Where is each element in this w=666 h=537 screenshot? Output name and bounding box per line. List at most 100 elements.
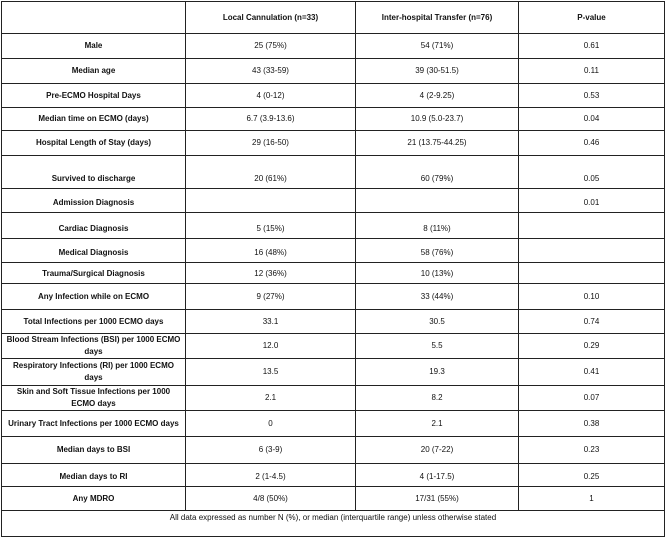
local-cannulation-value: 4 (0-12) — [185, 83, 356, 108]
local-cannulation-value: 16 (48%) — [185, 238, 356, 263]
table-row: Any Infection while on ECMO 9 (27%) 33 (44… — [1, 283, 665, 310]
table-row: Admission Diagnosis 0.01 — [1, 188, 665, 213]
local-cannulation-value: 12 (36%) — [185, 262, 356, 284]
row-label: Pre-ECMO Hospital Days — [1, 83, 186, 108]
inter-hospital-transfer-value: 60 (79%) — [355, 155, 519, 189]
local-cannulation-value: 0 — [185, 410, 356, 437]
table-row: Median time on ECMO (days) 6.7 (3.9-13.6)… — [1, 107, 665, 131]
table-row: Trauma/Surgical Diagnosis 12 (36%) 10 (13%… — [1, 262, 665, 284]
table-row: Pre-ECMO Hospital Days 4 (0-12) 4 (2-9.25)… — [1, 83, 665, 108]
row-label: Survived to discharge — [1, 155, 186, 189]
inter-hospital-transfer-value: 5.5 — [355, 333, 519, 359]
local-cannulation-value: 6.7 (3.9-13.6) — [185, 107, 356, 131]
local-cannulation-value — [185, 188, 356, 213]
row-label: Urinary Tract Infections per 1000 ECMO d… — [1, 410, 186, 437]
table-row: Median days to BSI 6 (3-9) 20 (7-22) 0.23 — [1, 436, 665, 464]
table-row: Male 25 (75%) 54 (71%) 0.61 — [1, 33, 665, 59]
row-label: Skin and Soft Tissue Infections per 1000… — [1, 385, 186, 411]
inter-hospital-transfer-value: 39 (30-51.5) — [355, 58, 519, 84]
table-row: Total Infections per 1000 ECMO days 33.1 3… — [1, 309, 665, 334]
table-row: Blood Stream Infections (BSI) per 1000 E… — [1, 333, 665, 359]
row-label: Blood Stream Infections (BSI) per 1000 E… — [1, 333, 186, 359]
row-label: Admission Diagnosis — [1, 188, 186, 213]
header-row: Local Cannulation (n=33) Inter-hospital … — [1, 1, 665, 34]
footnote: All data expressed as number N (%), or m… — [1, 510, 665, 537]
row-label: Median days to BSI — [1, 436, 186, 464]
row-label: Cardiac Diagnosis — [1, 212, 186, 239]
p-value: 1 — [518, 486, 665, 511]
local-cannulation-value: 5 (15%) — [185, 212, 356, 239]
table-row: Medical Diagnosis 16 (48%) 58 (76%) — [1, 238, 665, 263]
table-row: Respiratory Infections (RI) per 1000 ECM… — [1, 358, 665, 386]
local-cannulation-value: 33.1 — [185, 309, 356, 334]
inter-hospital-transfer-value: 8 (11%) — [355, 212, 519, 239]
table-row: Survived to discharge 20 (61%) 60 (79%) 0.0… — [1, 155, 665, 189]
header-inter-hospital-transfer: Inter-hospital Transfer (n=76) — [355, 1, 519, 34]
local-cannulation-value: 12.0 — [185, 333, 356, 359]
local-cannulation-value: 4/8 (50%) — [185, 486, 356, 511]
row-label: Median age — [1, 58, 186, 84]
row-label: Hospital Length of Stay (days) — [1, 130, 186, 156]
row-label: Trauma/Surgical Diagnosis — [1, 262, 186, 284]
row-label: Male — [1, 33, 186, 59]
p-value — [518, 238, 665, 263]
table-row: Urinary Tract Infections per 1000 ECMO d… — [1, 410, 665, 437]
inter-hospital-transfer-value: 10.9 (5.0-23.7) — [355, 107, 519, 131]
header-local-cannulation: Local Cannulation (n=33) — [185, 1, 356, 34]
p-value: 0.11 — [518, 58, 665, 84]
inter-hospital-transfer-value: 4 (2-9.25) — [355, 83, 519, 108]
inter-hospital-transfer-value: 58 (76%) — [355, 238, 519, 263]
inter-hospital-transfer-value: 20 (7-22) — [355, 436, 519, 464]
table-row: Hospital Length of Stay (days) 29 (16-50)… — [1, 130, 665, 156]
p-value: 0.53 — [518, 83, 665, 108]
local-cannulation-value: 6 (3-9) — [185, 436, 356, 464]
table-row: Median days to RI 2 (1-4.5) 4 (1-17.5) 0.25 — [1, 463, 665, 487]
p-value: 0.10 — [518, 283, 665, 310]
inter-hospital-transfer-value: 30.5 — [355, 309, 519, 334]
local-cannulation-value: 43 (33-59) — [185, 58, 356, 84]
p-value: 0.01 — [518, 188, 665, 213]
header-p-value: P-value — [518, 1, 665, 34]
row-label: Any MDRO — [1, 486, 186, 511]
p-value: 0.05 — [518, 155, 665, 189]
local-cannulation-value: 2 (1-4.5) — [185, 463, 356, 487]
p-value: 0.25 — [518, 463, 665, 487]
p-value: 0.46 — [518, 130, 665, 156]
table-row: Cardiac Diagnosis 5 (15%) 8 (11%) — [1, 212, 665, 239]
local-cannulation-value: 29 (16-50) — [185, 130, 356, 156]
p-value: 0.29 — [518, 333, 665, 359]
local-cannulation-value: 9 (27%) — [185, 283, 356, 310]
inter-hospital-transfer-value — [355, 188, 519, 213]
inter-hospital-transfer-value: 2.1 — [355, 410, 519, 437]
footnote-row: All data expressed as number N (%), or m… — [1, 510, 665, 537]
p-value: 0.38 — [518, 410, 665, 437]
row-label: Respiratory Infections (RI) per 1000 ECM… — [1, 358, 186, 386]
local-cannulation-value: 20 (61%) — [185, 155, 356, 189]
row-label: Median days to RI — [1, 463, 186, 487]
inter-hospital-transfer-value: 19.3 — [355, 358, 519, 386]
local-cannulation-value: 25 (75%) — [185, 33, 356, 59]
table-row: Median age 43 (33-59) 39 (30-51.5) 0.11 — [1, 58, 665, 84]
p-value: 0.04 — [518, 107, 665, 131]
table-row: Any MDRO 4/8 (50%) 17/31 (55%) 1 — [1, 486, 665, 511]
row-label: Median time on ECMO (days) — [1, 107, 186, 131]
p-value: 0.41 — [518, 358, 665, 386]
inter-hospital-transfer-value: 21 (13.75-44.25) — [355, 130, 519, 156]
inter-hospital-transfer-value: 33 (44%) — [355, 283, 519, 310]
row-label: Total Infections per 1000 ECMO days — [1, 309, 186, 334]
inter-hospital-transfer-value: 17/31 (55%) — [355, 486, 519, 511]
p-value: 0.61 — [518, 33, 665, 59]
inter-hospital-transfer-value: 4 (1-17.5) — [355, 463, 519, 487]
table-row: Skin and Soft Tissue Infections per 1000… — [1, 385, 665, 411]
header-cell-empty — [1, 1, 186, 34]
p-value: 0.07 — [518, 385, 665, 411]
p-value: 0.74 — [518, 309, 665, 334]
inter-hospital-transfer-value: 54 (71%) — [355, 33, 519, 59]
p-value — [518, 262, 665, 284]
row-label: Medical Diagnosis — [1, 238, 186, 263]
inter-hospital-transfer-value: 8.2 — [355, 385, 519, 411]
local-cannulation-value: 2.1 — [185, 385, 356, 411]
p-value: 0.23 — [518, 436, 665, 464]
inter-hospital-transfer-value: 10 (13%) — [355, 262, 519, 284]
